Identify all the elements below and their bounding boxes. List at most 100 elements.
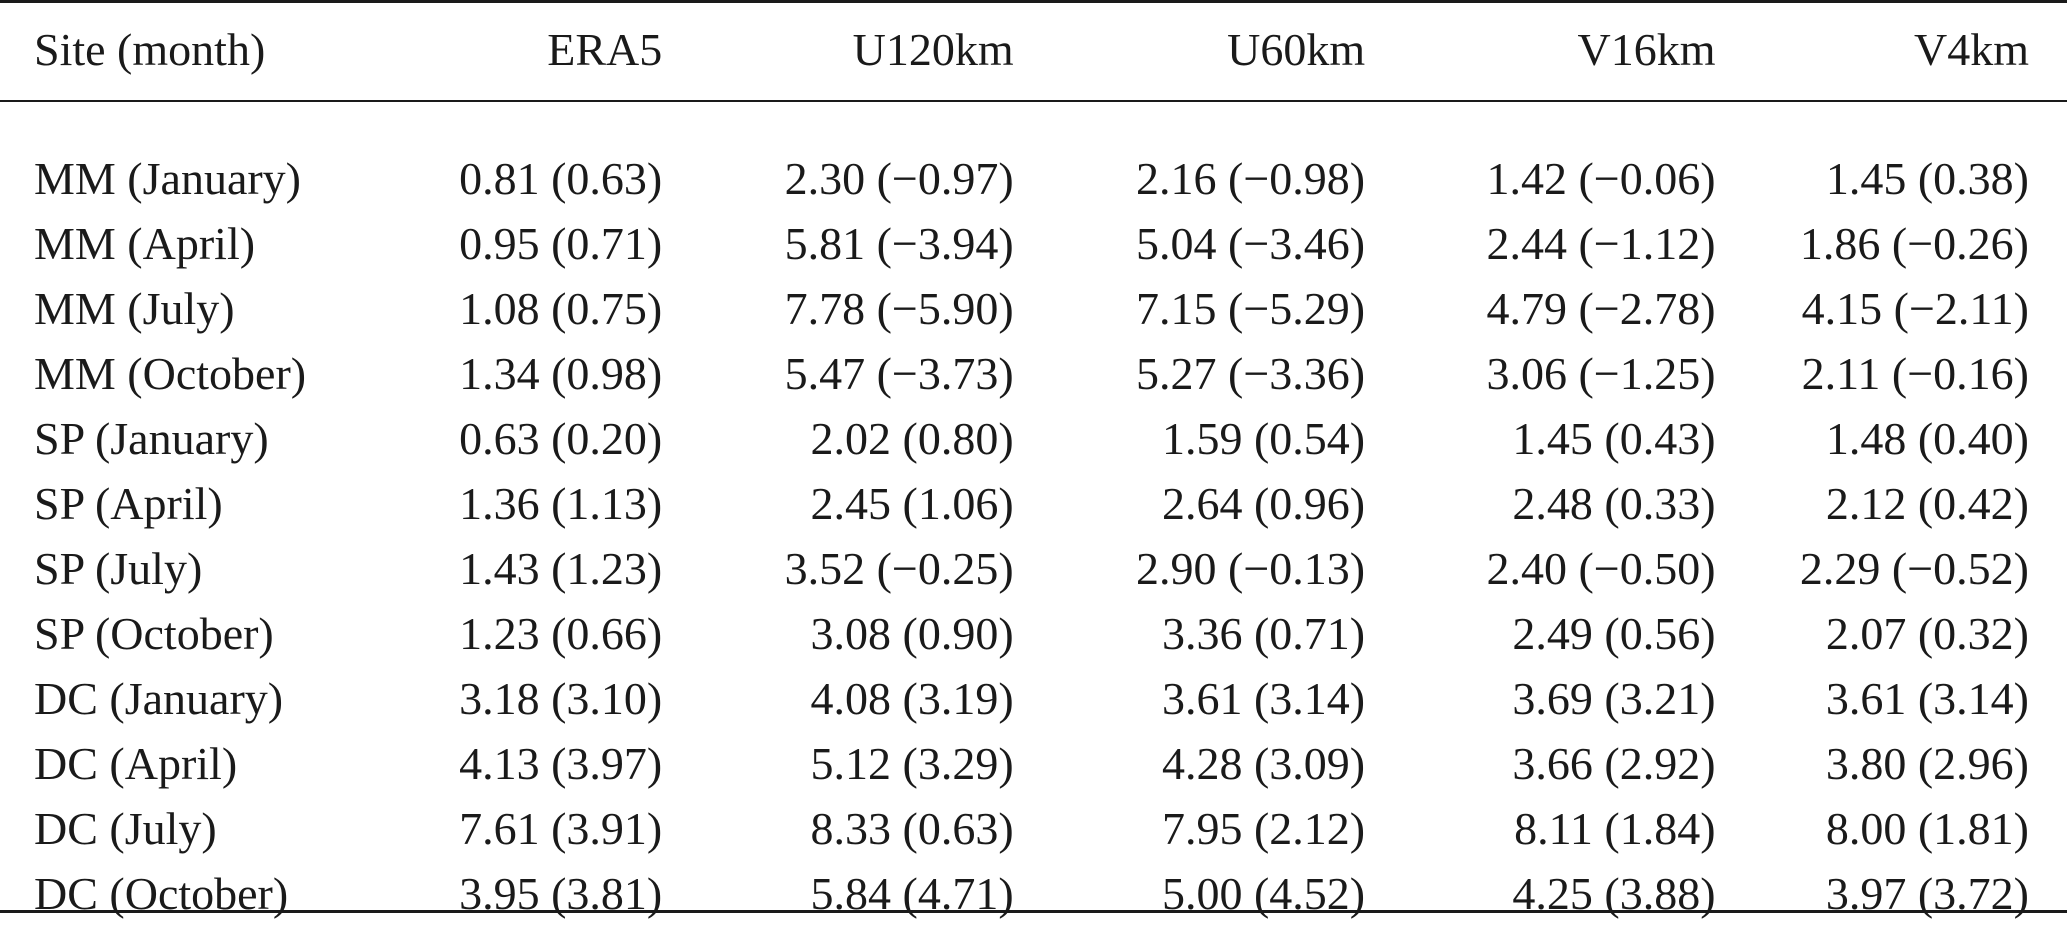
top-rule — [0, 0, 2067, 3]
value-cell: 5.47 (−3.73) — [662, 341, 1014, 406]
table-row: SP (October) 1.23 (0.66) 3.08 (0.90) 3.36 (… — [0, 601, 2067, 666]
value-cell: 3.18 (3.10) — [406, 666, 662, 731]
value-text: 5.27 (−3.36) — [1136, 347, 1366, 399]
table-row: SP (April) 1.36 (1.13) 2.45 (1.06) 2.64 (0.… — [0, 471, 2067, 536]
table-row: MM (October) 1.34 (0.98) 5.47 (−3.73) 5.27 … — [0, 341, 2067, 406]
value-cell: 1.42 (−0.06) — [1365, 100, 1715, 211]
value-text: 3.97 (3.72) — [1825, 867, 2029, 919]
value-cell: 2.49 (0.56) — [1365, 601, 1715, 666]
site-month-cell: DC (October) — [0, 861, 406, 926]
value-cell: 2.29 (−0.52) — [1716, 536, 2067, 601]
table-row: SP (January) 0.63 (0.20) 2.02 (0.80) 1.59 (… — [0, 406, 2067, 471]
site-month-cell: MM (October) — [0, 341, 406, 406]
header-cell: U120km — [662, 0, 1014, 100]
value-cell: 3.61 (3.14) — [1716, 666, 2067, 731]
value-text: 5.47 (−3.73) — [784, 347, 1014, 399]
value-text: 3.36 (0.71) — [1161, 607, 1366, 659]
value-text: 0.95 (0.71) — [459, 217, 663, 269]
value-text: 4.08 (3.19) — [810, 672, 1014, 724]
table-row: MM (April) 0.95 (0.71) 5.81 (−3.94) 5.04 (−… — [0, 211, 2067, 276]
value-text: 0.81 (0.63) — [459, 152, 663, 204]
value-text: 5.12 (3.29) — [810, 737, 1014, 789]
header-era5: ERA5 — [547, 24, 663, 75]
value-cell: 4.28 (3.09) — [1014, 731, 1365, 796]
value-text: 1.34 (0.98) — [459, 347, 663, 399]
site-month-label: MM (January) — [34, 152, 301, 204]
site-month-cell: SP (July) — [0, 536, 406, 601]
value-cell: 1.45 (0.43) — [1365, 406, 1715, 471]
value-cell: 2.02 (0.80) — [662, 406, 1014, 471]
value-text: 8.00 (1.81) — [1825, 802, 2029, 854]
value-cell: 8.00 (1.81) — [1716, 796, 2067, 861]
site-month-cell: MM (January) — [0, 100, 406, 211]
value-cell: 5.27 (−3.36) — [1014, 341, 1365, 406]
value-text: 1.08 (0.75) — [459, 282, 663, 334]
value-cell: 3.95 (3.81) — [406, 861, 662, 926]
value-text: 4.25 (3.88) — [1512, 867, 1716, 919]
value-cell: 5.12 (3.29) — [662, 731, 1014, 796]
header-cell: ERA5 — [406, 0, 662, 100]
value-cell: 2.90 (−0.13) — [1014, 536, 1365, 601]
value-text: 1.36 (1.13) — [459, 477, 663, 529]
value-text: 4.13 (3.97) — [459, 737, 663, 789]
header-u120km: U120km — [852, 24, 1014, 75]
value-text: 4.79 (−2.78) — [1486, 282, 1716, 334]
table-body: MM (January) 0.81 (0.63) 2.30 (−0.97) 2.16 … — [0, 100, 2067, 926]
site-month-label: SP (April) — [34, 477, 223, 529]
value-text: 2.07 (0.32) — [1825, 607, 2029, 659]
value-cell: 4.15 (−2.11) — [1716, 276, 2067, 341]
value-text: 7.95 (2.12) — [1161, 802, 1366, 854]
table-header: Site (month) ERA5 U120km U60km V16km V4k… — [0, 0, 2067, 100]
value-text: 3.61 (3.14) — [1825, 672, 2029, 724]
value-cell: 2.07 (0.32) — [1716, 601, 2067, 666]
value-cell: 2.12 (0.42) — [1716, 471, 2067, 536]
value-cell: 4.79 (−2.78) — [1365, 276, 1715, 341]
value-cell: 1.23 (0.66) — [406, 601, 662, 666]
header-cell: U60km — [1014, 0, 1365, 100]
value-cell: 1.08 (0.75) — [406, 276, 662, 341]
value-text: 1.23 (0.66) — [459, 607, 663, 659]
value-text: 1.42 (−0.06) — [1486, 152, 1716, 204]
site-month-cell: MM (July) — [0, 276, 406, 341]
value-text: 3.95 (3.81) — [459, 867, 663, 919]
value-cell: 1.45 (0.38) — [1716, 100, 2067, 211]
value-cell: 2.16 (−0.98) — [1014, 100, 1365, 211]
value-cell: 1.86 (−0.26) — [1716, 211, 2067, 276]
value-cell: 0.95 (0.71) — [406, 211, 662, 276]
value-cell: 1.43 (1.23) — [406, 536, 662, 601]
value-text: 4.28 (3.09) — [1161, 737, 1366, 789]
value-cell: 3.06 (−1.25) — [1365, 341, 1715, 406]
value-text: 3.08 (0.90) — [810, 607, 1014, 659]
value-text: 2.30 (−0.97) — [784, 152, 1014, 204]
header-v16km: V16km — [1577, 24, 1716, 75]
site-month-cell: DC (January) — [0, 666, 406, 731]
site-month-label: MM (April) — [34, 217, 256, 269]
value-text: 3.66 (2.92) — [1512, 737, 1716, 789]
value-cell: 2.48 (0.33) — [1365, 471, 1715, 536]
value-text: 0.63 (0.20) — [459, 412, 663, 464]
site-month-label: SP (October) — [34, 607, 274, 659]
value-cell: 1.34 (0.98) — [406, 341, 662, 406]
value-cell: 2.45 (1.06) — [662, 471, 1014, 536]
value-cell: 3.80 (2.96) — [1716, 731, 2067, 796]
table-row: SP (July) 1.43 (1.23) 3.52 (−0.25) 2.90 (−0… — [0, 536, 2067, 601]
table-row: DC (July) 7.61 (3.91) 8.33 (0.63) 7.95 (2.1… — [0, 796, 2067, 861]
header-row: Site (month) ERA5 U120km U60km V16km V4k… — [0, 0, 2067, 100]
value-cell: 1.59 (0.54) — [1014, 406, 1365, 471]
value-cell: 8.33 (0.63) — [662, 796, 1014, 861]
site-month-label: SP (July) — [34, 542, 203, 594]
value-text: 3.80 (2.96) — [1825, 737, 2029, 789]
bottom-rule — [0, 910, 2067, 913]
value-cell: 3.66 (2.92) — [1365, 731, 1715, 796]
value-text: 4.15 (−2.11) — [1801, 282, 2029, 334]
value-text: 7.61 (3.91) — [459, 802, 663, 854]
value-text: 5.81 (−3.94) — [784, 217, 1014, 269]
header-cell: Site (month) — [0, 0, 406, 100]
value-text: 2.90 (−0.13) — [1136, 542, 1366, 594]
value-cell: 3.69 (3.21) — [1365, 666, 1715, 731]
value-text: 3.61 (3.14) — [1161, 672, 1366, 724]
table-row: DC (October) 3.95 (3.81) 5.84 (4.71) 5.00 (… — [0, 861, 2067, 926]
site-month-cell: DC (April) — [0, 731, 406, 796]
value-text: 1.48 (0.40) — [1825, 412, 2029, 464]
